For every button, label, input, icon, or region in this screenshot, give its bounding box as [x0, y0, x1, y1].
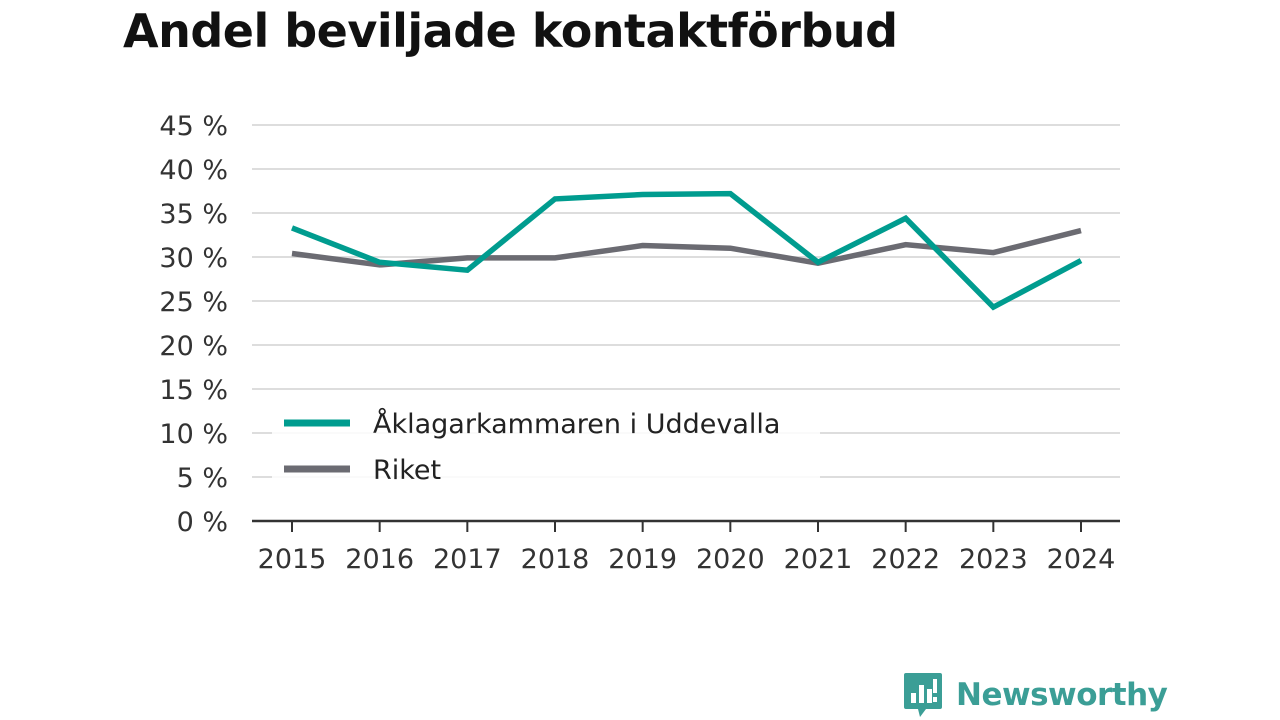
y-tick-label: 40 %	[159, 155, 228, 186]
x-axis-ticks: 2015 2016 2017 2018 2019 2020 2021 2022 2023 2024	[258, 521, 1116, 575]
y-tick-label: 35 %	[159, 199, 228, 230]
x-tick-label: 2016	[345, 544, 414, 575]
y-tick-label: 45 %	[159, 111, 228, 142]
newsworthy-logo: Newsworthy	[902, 670, 1168, 720]
y-tick-label: 20 %	[159, 331, 228, 362]
x-tick-label: 2022	[871, 544, 940, 575]
y-tick-label: 25 %	[159, 287, 228, 318]
y-tick-label: 0 %	[177, 507, 228, 538]
x-tick-label: 2018	[521, 544, 590, 575]
y-tick-label: 10 %	[159, 419, 228, 450]
series-line	[290, 190, 1083, 311]
x-tick-label: 2020	[696, 544, 765, 575]
y-tick-label: 5 %	[177, 463, 228, 494]
y-tick-label: 15 %	[159, 375, 228, 406]
x-tick-label: 2024	[1047, 544, 1116, 575]
legend: Åklagarkammaren i Uddevalla Riket	[272, 398, 820, 486]
brand-name: Newsworthy	[956, 677, 1168, 713]
legend-label: Åklagarkammaren i Uddevalla	[373, 408, 780, 440]
y-tick-label: 30 %	[159, 243, 228, 274]
chart-title: Andel beviljade kontaktförbud	[123, 4, 898, 58]
y-axis-ticks: 0 % 5 % 10 % 15 % 20 % 25 % 30 % 35 % 40 % 45 %	[159, 111, 228, 538]
series-line	[291, 227, 1082, 268]
legend-background	[272, 398, 820, 480]
x-tick-label: 2023	[959, 544, 1028, 575]
x-tick-label: 2017	[433, 544, 502, 575]
x-tick-label: 2019	[608, 544, 677, 575]
newsworthy-logo-icon	[904, 673, 942, 717]
legend-label: Riket	[373, 455, 441, 486]
x-tick-label: 2015	[258, 544, 327, 575]
series-lines	[290, 190, 1083, 311]
x-tick-label: 2021	[784, 544, 853, 575]
